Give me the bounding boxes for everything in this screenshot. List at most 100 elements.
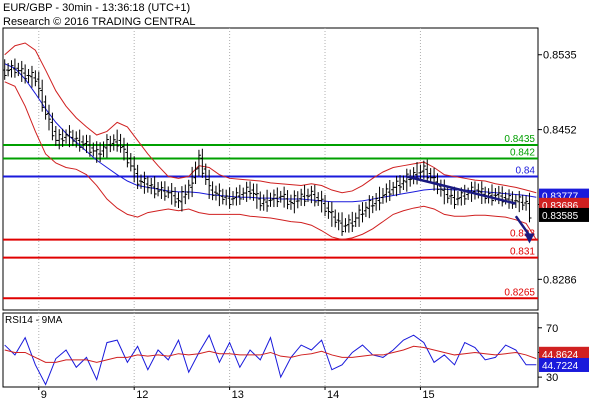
price-bar bbox=[384, 183, 389, 203]
price-bar bbox=[333, 209, 338, 228]
level-label: 0.833 bbox=[510, 229, 535, 240]
price-bar bbox=[302, 184, 307, 207]
price-bar bbox=[326, 201, 331, 219]
price-bar bbox=[217, 183, 222, 207]
price-bar bbox=[12, 58, 17, 78]
price-bar bbox=[312, 184, 317, 207]
price-bar bbox=[346, 214, 351, 233]
price-tag-label: 0.83585 bbox=[542, 211, 579, 222]
price-bar bbox=[343, 218, 348, 233]
price-bar bbox=[432, 167, 437, 191]
price-bar bbox=[271, 189, 276, 208]
price-bar bbox=[196, 149, 201, 177]
price-bar bbox=[118, 133, 123, 153]
rsi-value-tag-box bbox=[539, 346, 589, 361]
price-bar bbox=[33, 70, 38, 87]
rsi-value-tag-label: 44.8624 bbox=[542, 350, 579, 361]
price-bar bbox=[29, 65, 34, 88]
price-bar bbox=[244, 181, 249, 202]
price-bar bbox=[466, 187, 471, 200]
overlay-line bbox=[4, 63, 537, 203]
price-bar bbox=[357, 204, 362, 227]
x-tick-label: 15 bbox=[422, 389, 434, 400]
main-plot-frame bbox=[2, 27, 539, 311]
price-bar bbox=[43, 95, 48, 120]
price-bar bbox=[207, 169, 212, 199]
price-bar bbox=[213, 185, 218, 201]
price-bar bbox=[397, 175, 402, 194]
price-bar bbox=[248, 181, 253, 200]
price-bar bbox=[275, 187, 280, 208]
price-bar bbox=[2, 59, 7, 80]
price-bar bbox=[220, 188, 225, 205]
price-bar bbox=[16, 62, 21, 77]
price-bar bbox=[288, 194, 293, 210]
chart-subtitle: Research © 2016 TRADING CENTRAL bbox=[3, 16, 196, 28]
price-bar bbox=[336, 212, 341, 231]
rsi-value-tag-label: 44.7224 bbox=[542, 361, 579, 372]
price-bar bbox=[479, 181, 484, 204]
price-bar bbox=[77, 129, 82, 152]
price-bar bbox=[319, 190, 324, 213]
price-bar bbox=[98, 142, 103, 162]
price-bar bbox=[323, 194, 328, 217]
rsi-ma-line bbox=[4, 345, 537, 363]
price-bar bbox=[268, 192, 273, 207]
x-tick-label: 13 bbox=[232, 389, 244, 400]
price-bar bbox=[64, 129, 69, 144]
resistance-trendline bbox=[406, 175, 517, 205]
overlay-line bbox=[4, 81, 537, 241]
price-bar bbox=[173, 187, 178, 207]
price-bar bbox=[57, 129, 62, 150]
y-tick-label: 0.8286 bbox=[543, 274, 577, 286]
price-bar bbox=[438, 179, 443, 197]
price-bar bbox=[81, 135, 86, 150]
price-bar bbox=[19, 60, 24, 82]
price-bar bbox=[200, 148, 205, 178]
price-bar bbox=[149, 177, 154, 195]
x-tick-label: 12 bbox=[136, 389, 148, 400]
price-bar bbox=[370, 195, 375, 214]
price-bar bbox=[53, 126, 58, 146]
price-bar bbox=[101, 141, 106, 158]
price-bar bbox=[237, 184, 242, 205]
price-bar bbox=[193, 161, 198, 184]
price-bar bbox=[50, 112, 55, 141]
level-label: 0.8265 bbox=[504, 287, 535, 298]
level-label: 0.84 bbox=[516, 166, 536, 177]
price-bar bbox=[517, 190, 522, 213]
price-bar bbox=[231, 191, 236, 206]
price-bar bbox=[139, 174, 144, 189]
price-bar bbox=[476, 183, 481, 199]
price-bar bbox=[224, 189, 229, 206]
price-bar bbox=[380, 188, 385, 204]
price-bar bbox=[152, 176, 157, 199]
price-bar bbox=[513, 194, 518, 209]
price-bar bbox=[234, 187, 239, 206]
price-bar bbox=[353, 212, 358, 228]
price-bar bbox=[121, 137, 126, 161]
price-bar bbox=[254, 183, 259, 209]
price-bar bbox=[415, 162, 420, 185]
price-bar bbox=[295, 191, 300, 209]
price-bar bbox=[87, 135, 92, 157]
price-bar bbox=[391, 181, 396, 196]
price-bar bbox=[94, 141, 99, 163]
price-bar bbox=[162, 181, 167, 201]
price-bar bbox=[145, 176, 150, 193]
price-bar bbox=[299, 188, 304, 206]
price-bar bbox=[210, 181, 215, 201]
price-bar bbox=[404, 168, 409, 192]
price-tag-label: 0.83686 bbox=[542, 201, 579, 212]
x-tick-label: 14 bbox=[327, 389, 339, 400]
price-bar bbox=[360, 202, 365, 223]
price-bar bbox=[292, 190, 297, 214]
rsi-y-tick-label: 30 bbox=[546, 372, 558, 384]
level-label: 0.831 bbox=[510, 247, 535, 258]
price-bar bbox=[183, 184, 188, 205]
price-bar bbox=[36, 71, 41, 98]
price-bar bbox=[47, 104, 52, 131]
level-label: 0.842 bbox=[510, 147, 535, 158]
price-bar bbox=[445, 186, 450, 204]
